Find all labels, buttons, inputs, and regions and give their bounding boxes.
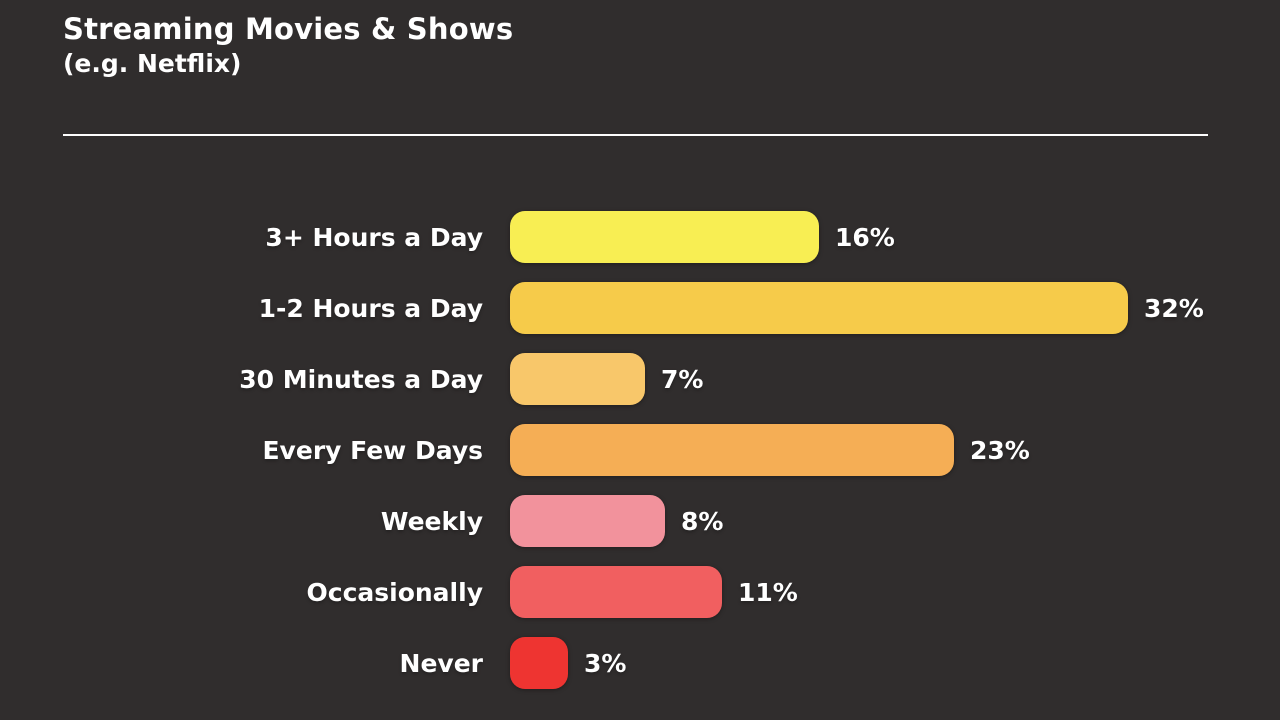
value-label: 16% [835,222,895,252]
value-label: 7% [661,364,704,394]
category-label: Never [399,648,483,678]
bar [510,566,722,618]
bar [510,637,568,689]
value-label: 32% [1144,293,1204,323]
bar [510,211,819,263]
category-label: Weekly [380,506,483,536]
chart-row: Every Few Days 23% [0,424,1280,476]
chart-row: 30 Minutes a Day 7% [0,353,1280,405]
value-label: 23% [970,435,1030,465]
chart-row: Occasionally 11% [0,566,1280,618]
category-label: 30 Minutes a Day [239,364,483,394]
category-label: Every Few Days [262,435,483,465]
chart-row: 3+ Hours a Day 16% [0,211,1280,263]
category-label: 1-2 Hours a Day [258,293,483,323]
chart-row: 1-2 Hours a Day 32% [0,282,1280,334]
bar [510,353,645,405]
header-divider [63,134,1208,136]
category-label: Occasionally [306,577,484,607]
chart-row: Weekly 8% [0,495,1280,547]
chart-row: Never 3% [0,637,1280,689]
chart-subtitle: (e.g. Netflix) [63,49,242,78]
value-label: 8% [681,506,724,536]
bar-chart: 3+ Hours a Day 16% 1-2 Hours a Day 32% 3… [0,211,1280,708]
bar [510,282,1128,334]
value-label: 11% [738,577,798,607]
bar [510,495,665,547]
bar [510,424,954,476]
chart-title: Streaming Movies & Shows [63,12,514,46]
chart-header: Streaming Movies & Shows (e.g. Netflix) [63,12,513,80]
value-label: 3% [584,648,627,678]
category-label: 3+ Hours a Day [265,222,483,252]
